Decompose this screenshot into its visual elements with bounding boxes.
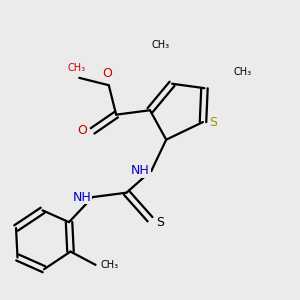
Text: CH₃: CH₃ [234,67,252,77]
Text: CH₃: CH₃ [151,40,169,50]
Text: CH₃: CH₃ [67,63,86,73]
Text: S: S [157,216,164,229]
Text: O: O [77,124,87,137]
Text: CH₃: CH₃ [101,260,119,270]
Text: O: O [102,67,112,80]
Text: NH: NH [131,164,150,177]
Text: S: S [209,116,217,128]
Text: NH: NH [72,190,91,204]
